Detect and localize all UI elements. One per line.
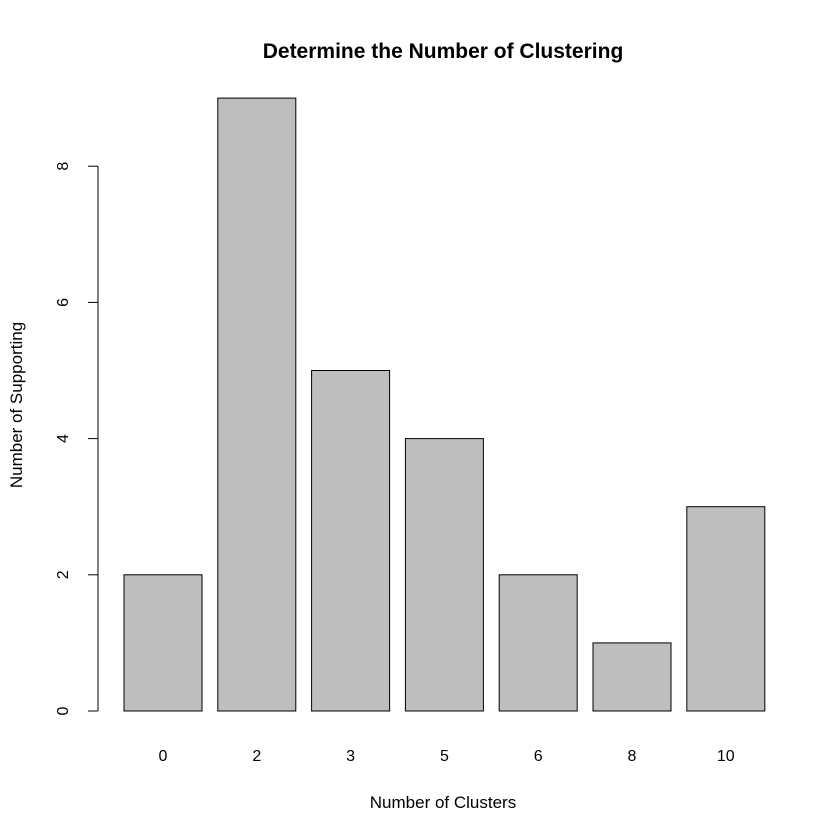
y-tick-label: 8 bbox=[55, 162, 72, 171]
bar-10 bbox=[686, 506, 766, 712]
bar-2 bbox=[217, 97, 297, 712]
x-axis-label: Number of Clusters bbox=[370, 793, 516, 812]
x-tick-label: 8 bbox=[628, 748, 637, 765]
x-tick-label: 5 bbox=[440, 748, 449, 765]
bar-3 bbox=[311, 370, 391, 712]
bars-group bbox=[123, 97, 766, 712]
y-axis: 0 2 4 6 8 bbox=[55, 162, 99, 715]
y-axis-label: Number of Supporting bbox=[7, 322, 26, 488]
y-tick-label: 4 bbox=[55, 434, 72, 443]
bar-8 bbox=[592, 642, 672, 712]
bar-6 bbox=[498, 574, 578, 712]
x-tick-label: 10 bbox=[717, 748, 735, 765]
y-tick-label: 0 bbox=[55, 706, 72, 715]
x-tick-labels: 0 2 3 5 6 8 10 bbox=[159, 748, 735, 765]
chart-title: Determine the Number of Clustering bbox=[263, 40, 624, 63]
x-tick-label: 2 bbox=[252, 748, 261, 765]
y-tick-label: 2 bbox=[55, 570, 72, 579]
bar-0 bbox=[123, 574, 203, 712]
x-tick-label: 6 bbox=[534, 748, 543, 765]
bar-5 bbox=[404, 438, 484, 712]
x-tick-label: 3 bbox=[346, 748, 355, 765]
x-tick-label: 0 bbox=[159, 748, 168, 765]
y-tick-label: 6 bbox=[55, 298, 72, 307]
